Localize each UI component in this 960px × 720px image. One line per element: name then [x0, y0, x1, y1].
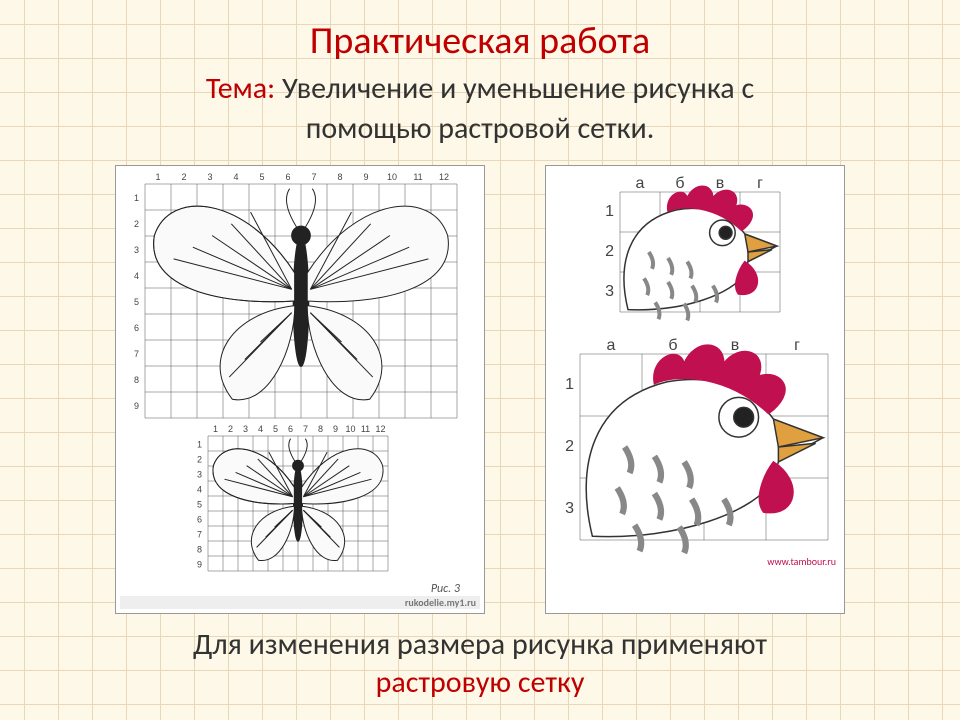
theme-label: Тема:: [206, 70, 275, 107]
subtitle-line-2: помощью растровой сетки.: [40, 110, 920, 148]
butterfly-figure: 123456789101112123456789 123456789101112…: [115, 165, 485, 614]
svg-text:9: 9: [333, 424, 338, 434]
svg-text:4: 4: [258, 424, 263, 434]
butterfly-watermark: rukodelie.my1.ru: [120, 596, 480, 609]
svg-text:1: 1: [605, 203, 614, 220]
svg-text:г: г: [757, 175, 763, 192]
svg-text:10: 10: [345, 424, 355, 434]
butterfly-large-grid: 123456789101112123456789: [125, 170, 475, 422]
svg-text:3: 3: [565, 500, 574, 517]
svg-text:а: а: [607, 337, 616, 354]
svg-text:8: 8: [318, 424, 323, 434]
figures-row: 123456789101112123456789 123456789101112…: [40, 165, 920, 614]
rooster-figure: а б в г 1 2 3 а б в г 1 2 3 www.tambour.ru: [545, 165, 845, 614]
svg-text:а: а: [636, 175, 645, 192]
svg-text:4: 4: [233, 172, 238, 182]
svg-text:3: 3: [605, 283, 614, 300]
svg-text:9: 9: [197, 560, 202, 570]
svg-text:6: 6: [285, 172, 290, 182]
svg-text:в: в: [731, 337, 740, 354]
rooster-watermark: www.tambour.ru: [550, 555, 840, 568]
footer-line-2: растровую сетку: [40, 664, 920, 702]
svg-text:8: 8: [134, 375, 139, 385]
svg-text:2: 2: [134, 219, 139, 229]
subtitle-part1: Увеличение и уменьшение рисунка с: [282, 70, 754, 107]
svg-text:5: 5: [273, 424, 278, 434]
svg-text:11: 11: [361, 424, 370, 434]
svg-text:3: 3: [207, 172, 212, 182]
svg-text:в: в: [716, 175, 725, 192]
butterfly-caption: Рис. 3: [431, 582, 480, 596]
svg-text:1: 1: [213, 424, 218, 434]
svg-text:7: 7: [134, 349, 139, 359]
svg-text:8: 8: [197, 545, 202, 555]
rooster-large-grid: а б в г 1 2 3: [550, 330, 840, 555]
svg-text:2: 2: [228, 424, 233, 434]
svg-text:6: 6: [288, 424, 293, 434]
svg-text:1: 1: [565, 376, 574, 393]
svg-text:5: 5: [134, 297, 139, 307]
footer-line-1: Для изменения размера рисунка применяют: [40, 626, 920, 664]
svg-text:3: 3: [134, 245, 139, 255]
svg-text:2: 2: [197, 455, 202, 465]
svg-text:7: 7: [197, 530, 202, 540]
svg-text:2: 2: [565, 438, 574, 455]
svg-text:9: 9: [134, 401, 139, 411]
svg-text:5: 5: [259, 172, 264, 182]
rooster-small-grid: а б в г 1 2 3: [590, 170, 800, 330]
svg-text:10: 10: [387, 172, 397, 182]
svg-text:1: 1: [197, 440, 202, 450]
svg-text:б: б: [668, 337, 677, 354]
svg-text:3: 3: [197, 470, 202, 480]
svg-text:12: 12: [375, 424, 385, 434]
svg-text:9: 9: [363, 172, 368, 182]
svg-text:г: г: [794, 337, 800, 354]
svg-text:2: 2: [181, 172, 186, 182]
svg-text:6: 6: [134, 323, 139, 333]
svg-text:б: б: [675, 175, 684, 192]
svg-text:12: 12: [439, 172, 449, 182]
svg-text:5: 5: [197, 500, 202, 510]
title: Практическая работа: [40, 18, 920, 64]
svg-text:4: 4: [134, 271, 139, 281]
slide-content: Практическая работа Тема: Увеличение и у…: [0, 0, 960, 711]
svg-text:7: 7: [311, 172, 316, 182]
svg-text:7: 7: [303, 424, 308, 434]
butterfly-small-grid: 123456789101112123456789: [190, 422, 410, 582]
svg-text:6: 6: [197, 515, 202, 525]
svg-text:2: 2: [605, 243, 614, 260]
subtitle-line-1: Тема: Увеличение и уменьшение рисунка с: [40, 70, 920, 108]
svg-text:3: 3: [243, 424, 248, 434]
svg-text:1: 1: [155, 172, 160, 182]
svg-text:4: 4: [197, 485, 202, 495]
svg-text:8: 8: [337, 172, 342, 182]
svg-text:1: 1: [134, 193, 139, 203]
svg-text:11: 11: [413, 172, 422, 182]
